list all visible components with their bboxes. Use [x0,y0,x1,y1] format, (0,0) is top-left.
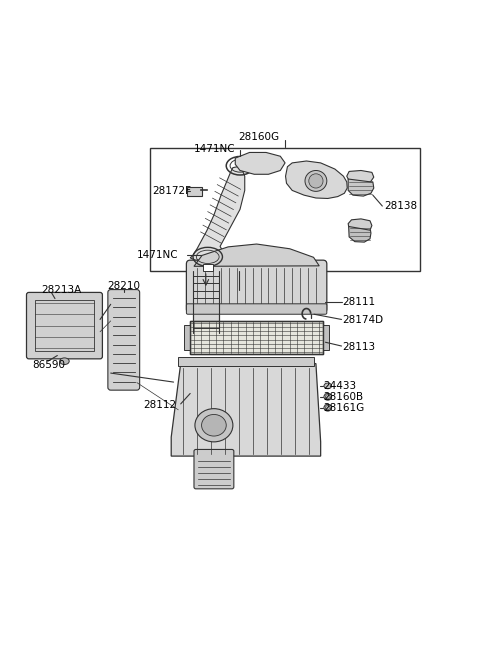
Ellipse shape [202,415,226,436]
Text: 28160G: 28160G [239,132,279,142]
Ellipse shape [195,409,233,442]
FancyBboxPatch shape [186,304,327,314]
Text: 28111: 28111 [342,297,376,307]
Polygon shape [286,161,347,199]
FancyBboxPatch shape [203,264,213,270]
Text: 28172F: 28172F [152,186,191,196]
FancyBboxPatch shape [190,321,323,354]
FancyBboxPatch shape [187,187,202,195]
FancyBboxPatch shape [108,289,140,390]
FancyBboxPatch shape [184,325,190,350]
Text: 28210: 28210 [107,281,140,291]
Text: 28174D: 28174D [342,316,384,325]
FancyBboxPatch shape [192,271,219,333]
Ellipse shape [324,383,332,389]
Text: 24433: 24433 [324,381,357,391]
FancyBboxPatch shape [323,325,329,350]
Polygon shape [171,363,321,456]
Text: 28161G: 28161G [324,403,365,413]
Text: 86590: 86590 [32,359,65,369]
Polygon shape [194,244,319,266]
Text: 28160B: 28160B [324,392,364,401]
Polygon shape [347,171,374,184]
Text: 28112: 28112 [143,400,176,411]
Ellipse shape [60,358,69,365]
Polygon shape [348,219,372,232]
Polygon shape [235,152,285,174]
Ellipse shape [309,174,323,188]
Polygon shape [348,179,374,196]
FancyBboxPatch shape [26,293,102,359]
FancyBboxPatch shape [194,449,234,489]
FancyBboxPatch shape [186,260,327,313]
Polygon shape [348,226,371,242]
Ellipse shape [325,405,330,410]
Text: 28113: 28113 [342,342,376,352]
FancyBboxPatch shape [249,163,256,169]
Text: 1471NC: 1471NC [137,251,178,260]
Text: 1471NC: 1471NC [194,144,236,154]
Text: 28138: 28138 [384,201,417,211]
Polygon shape [190,167,245,263]
Ellipse shape [325,395,330,399]
FancyBboxPatch shape [179,358,313,366]
Text: 28213A: 28213A [42,285,82,295]
Ellipse shape [305,171,327,192]
FancyBboxPatch shape [150,148,420,271]
